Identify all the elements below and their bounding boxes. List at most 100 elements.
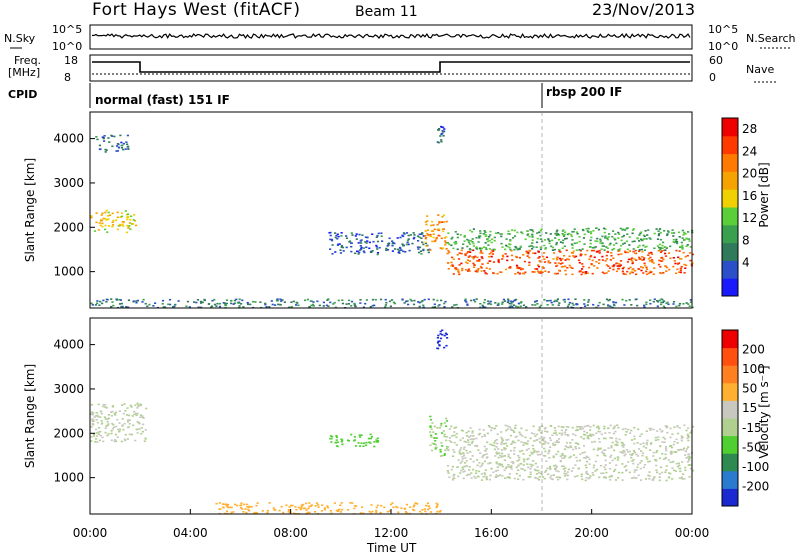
range-cell xyxy=(289,504,292,507)
range-cell xyxy=(266,511,269,514)
range-cell xyxy=(499,464,502,467)
range-cell xyxy=(527,466,530,469)
range-cell xyxy=(385,247,388,250)
range-cell xyxy=(517,478,520,480)
range-cell xyxy=(656,238,660,240)
range-cell xyxy=(497,456,500,459)
range-cell xyxy=(509,457,512,459)
range-cell xyxy=(513,229,516,232)
range-cell xyxy=(660,298,663,300)
range-cell xyxy=(337,243,340,245)
range-cell xyxy=(640,266,643,268)
range-cell xyxy=(483,299,486,301)
range-cell xyxy=(553,427,556,429)
range-cell xyxy=(438,220,441,223)
range-cell xyxy=(606,238,609,241)
range-cell xyxy=(487,462,490,465)
range-cell xyxy=(513,477,516,480)
range-cell xyxy=(537,469,540,472)
range-cell xyxy=(492,471,495,474)
range-cell xyxy=(535,300,538,302)
range-cell xyxy=(434,433,437,435)
range-cell xyxy=(601,255,604,258)
range-cell xyxy=(688,305,691,307)
range-cell xyxy=(359,302,362,304)
range-cell xyxy=(111,212,114,215)
range-cell xyxy=(582,433,586,436)
range-cell xyxy=(604,260,607,262)
range-cell xyxy=(664,457,667,460)
range-cell xyxy=(225,299,229,301)
range-cell xyxy=(94,441,97,443)
range-cell xyxy=(411,242,414,245)
range-cell xyxy=(427,505,431,507)
range-cell xyxy=(346,439,350,442)
range-cell xyxy=(662,258,665,261)
range-cell xyxy=(439,135,442,137)
range-cell xyxy=(585,455,588,458)
range-cell xyxy=(590,255,593,257)
range-cell xyxy=(617,249,620,251)
range-cell xyxy=(501,465,504,468)
range-cell xyxy=(611,248,614,251)
range-cell xyxy=(340,502,343,504)
range-cell xyxy=(549,446,552,448)
range-cell xyxy=(465,301,468,303)
range-cell xyxy=(417,301,420,303)
range-cell xyxy=(144,429,147,431)
range-cell xyxy=(641,256,644,258)
range-cell xyxy=(120,147,124,149)
range-cell xyxy=(448,428,451,430)
range-cell xyxy=(555,470,558,472)
range-cell xyxy=(437,214,440,216)
range-cell xyxy=(442,230,445,233)
range-cell xyxy=(443,128,446,130)
range-cell xyxy=(120,215,124,218)
range-cell xyxy=(527,233,530,235)
range-cell xyxy=(667,252,671,254)
range-cell xyxy=(317,506,320,508)
range-cell xyxy=(567,298,570,301)
range-cell xyxy=(565,237,568,240)
range-cell xyxy=(529,473,532,476)
range-cell xyxy=(509,243,512,246)
range-cell xyxy=(680,435,683,437)
range-cell xyxy=(574,434,577,437)
range-cell xyxy=(487,300,490,302)
range-cell xyxy=(485,267,488,269)
range-cell xyxy=(649,271,652,274)
range-cell xyxy=(625,431,628,433)
range-cell xyxy=(545,460,548,462)
range-cell xyxy=(501,301,504,304)
range-cell xyxy=(554,468,557,471)
x-tick-label: 20:00 xyxy=(574,526,609,540)
range-cell xyxy=(121,221,124,223)
range-cell xyxy=(547,452,550,455)
range-cell xyxy=(607,447,610,449)
range-cell xyxy=(100,412,103,415)
range-cell xyxy=(239,504,243,506)
range-cell xyxy=(354,445,358,447)
range-cell xyxy=(552,474,555,476)
range-cell xyxy=(130,433,133,436)
colorbar-segment xyxy=(722,365,738,384)
range-cell xyxy=(439,455,443,457)
range-cell xyxy=(573,475,576,478)
range-cell xyxy=(541,443,544,445)
range-cell xyxy=(436,223,439,226)
range-cell xyxy=(481,462,484,465)
range-cell xyxy=(470,472,473,474)
range-cell xyxy=(526,443,529,445)
range-cell xyxy=(636,237,639,240)
range-cell xyxy=(105,301,108,303)
range-cell xyxy=(107,417,110,420)
range-cell xyxy=(637,463,640,466)
range-cell xyxy=(562,468,565,470)
range-cell xyxy=(430,224,433,227)
range-cell xyxy=(659,251,663,253)
power-colorbar-tick: 4 xyxy=(742,256,750,270)
range-cell xyxy=(579,270,582,272)
range-cell xyxy=(675,249,678,252)
range-cell xyxy=(433,306,437,308)
range-cell xyxy=(118,410,121,412)
